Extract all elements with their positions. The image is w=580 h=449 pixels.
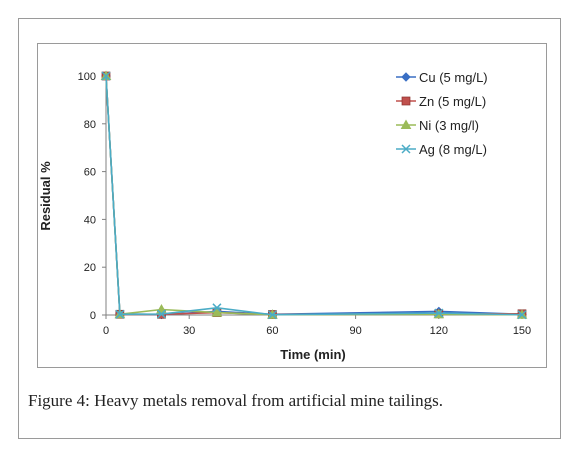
series-line [105,75,523,316]
y-tick-label: 0 [90,310,96,322]
figure-caption: Figure 4: Heavy metals removal from arti… [28,391,443,411]
data-point-stroke [401,144,411,154]
legend-label: Cu (5 mg/L) [419,70,488,85]
legend-entry: Zn (5 mg/L) [396,94,486,109]
x-tick-label: 150 [513,325,531,337]
series-line [105,75,523,316]
data-point-stroke [115,309,125,319]
x-tick-label: 90 [349,325,361,337]
data-point-stroke [434,308,444,318]
data-point-stroke [267,310,277,320]
x-tick-label: 30 [183,325,195,337]
data-point-triangle [211,307,223,317]
x-axis-title: Time (min) [280,347,346,362]
data-point-cross [212,303,222,313]
legend-label: Zn (5 mg/L) [419,94,486,109]
y-tick-label: 40 [84,214,96,226]
data-point-square [401,96,411,106]
data-point-cross [115,309,125,319]
legend-label: Ni (3 mg/l) [419,118,479,133]
data-point-stroke [212,303,222,313]
y-axis-title: Residual % [38,161,53,231]
data-point-cross [517,310,527,320]
series-cross [101,71,527,320]
y-tick-label: 80 [84,119,96,131]
data-point-cross [156,309,166,319]
data-point-triangle [400,119,412,129]
legend-label: Ag (8 mg/L) [419,142,487,157]
x-tick-label: 120 [430,325,448,337]
y-tick-label: 60 [84,167,96,179]
data-point-cross [267,310,277,320]
data-point-diamond [401,72,411,82]
x-tick-label: 60 [266,325,278,337]
legend-entry: Cu (5 mg/L) [396,70,488,85]
data-point-cross [434,308,444,318]
data-point-stroke [517,310,527,320]
series-line [105,75,523,316]
data-point-stroke [156,309,166,319]
y-tick-label: 100 [78,71,96,83]
data-point-cross [101,71,111,81]
legend-entry: Ni (3 mg/l) [396,118,479,133]
y-tick-label: 20 [84,262,96,274]
series-line [105,75,522,316]
data-point-stroke [101,71,111,81]
legend-entry: Ag (8 mg/L) [396,142,487,157]
caption-text: Heavy metals removal from artificial min… [89,391,443,410]
data-point-cross [401,144,411,154]
caption-label: Figure 4: [28,391,90,410]
x-tick-label: 0 [103,325,109,337]
